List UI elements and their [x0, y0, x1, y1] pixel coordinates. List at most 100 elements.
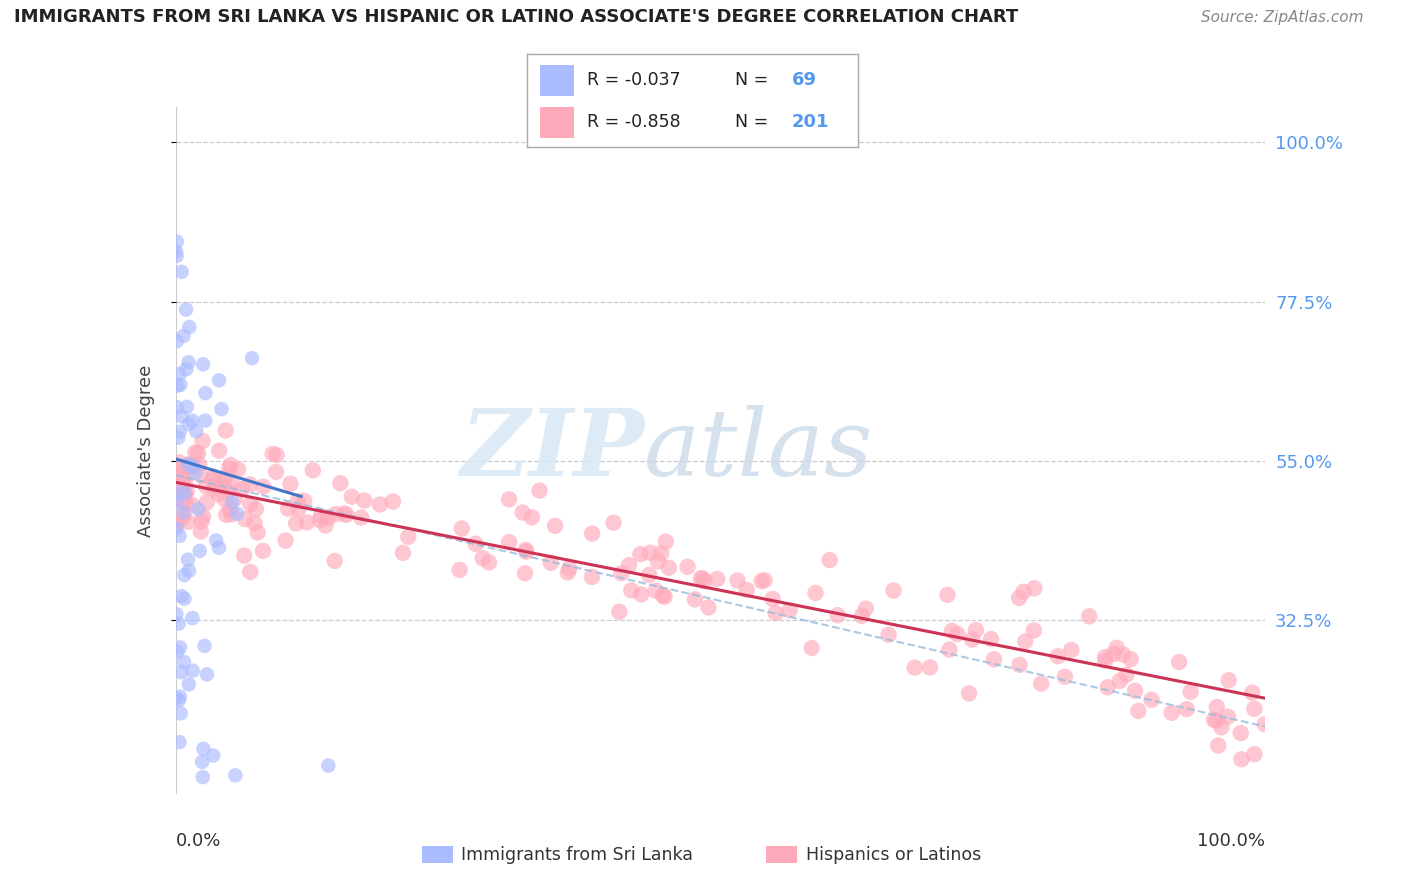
Point	[188, 544, 211, 558]
Point	[318, 758, 340, 772]
Point	[918, 660, 941, 674]
Point	[181, 414, 204, 428]
Point	[1053, 670, 1076, 684]
Text: R = -0.858: R = -0.858	[586, 113, 681, 131]
Text: Immigrants from Sri Lanka: Immigrants from Sri Lanka	[461, 846, 693, 863]
Point	[166, 378, 188, 392]
Point	[181, 459, 204, 474]
Point	[1094, 650, 1116, 665]
Point	[169, 425, 191, 439]
Point	[1102, 647, 1125, 661]
Point	[169, 479, 191, 493]
Point	[239, 565, 262, 579]
Point	[1060, 643, 1083, 657]
Point	[218, 462, 240, 476]
FancyBboxPatch shape	[422, 846, 453, 863]
Point	[239, 497, 262, 511]
Point	[166, 485, 188, 500]
Point	[169, 690, 191, 704]
Point	[176, 362, 198, 376]
Point	[167, 455, 190, 469]
Point	[762, 591, 785, 606]
Point	[690, 571, 713, 585]
Point	[647, 554, 669, 568]
Point	[173, 487, 195, 501]
Point	[264, 465, 287, 479]
Point	[184, 466, 207, 480]
Point	[174, 302, 197, 317]
Point	[174, 475, 197, 489]
Point	[191, 509, 214, 524]
Point	[323, 554, 346, 568]
Point	[193, 741, 215, 756]
Point	[252, 544, 274, 558]
Text: IMMIGRANTS FROM SRI LANKA VS HISPANIC OR LATINO ASSOCIATE'S DEGREE CORRELATION C: IMMIGRANTS FROM SRI LANKA VS HISPANIC OR…	[14, 8, 1018, 26]
Point	[167, 431, 190, 445]
Point	[172, 471, 194, 485]
Point	[1014, 634, 1036, 648]
Point	[188, 458, 211, 472]
Point	[1168, 655, 1191, 669]
Point	[1115, 667, 1137, 681]
Text: R = -0.037: R = -0.037	[586, 70, 681, 88]
Point	[181, 459, 204, 474]
Point	[165, 244, 187, 259]
Point	[176, 461, 198, 475]
Point	[177, 417, 200, 432]
Point	[1024, 581, 1046, 595]
Point	[1046, 649, 1069, 664]
Point	[202, 748, 225, 763]
Y-axis label: Associate's Degree: Associate's Degree	[136, 364, 155, 537]
Point	[329, 476, 352, 491]
Point	[221, 495, 243, 509]
Point	[166, 475, 188, 489]
Point	[1008, 591, 1031, 605]
Point	[262, 447, 284, 461]
Point	[169, 367, 191, 381]
Point	[515, 545, 537, 559]
Point	[215, 508, 238, 522]
Point	[628, 547, 651, 561]
Point	[607, 605, 630, 619]
Point	[173, 655, 195, 669]
Point	[177, 552, 200, 566]
Point	[177, 515, 200, 529]
Point	[195, 495, 218, 509]
Point	[316, 511, 339, 525]
Point	[233, 549, 256, 563]
Point	[855, 601, 877, 615]
Point	[851, 609, 873, 624]
Point	[1160, 706, 1182, 720]
Point	[165, 691, 187, 706]
Point	[166, 334, 188, 349]
Point	[638, 546, 661, 560]
Point	[1175, 702, 1198, 716]
Point	[804, 586, 827, 600]
Point	[211, 402, 233, 417]
Point	[1128, 704, 1150, 718]
Point	[169, 529, 191, 543]
Point	[540, 556, 562, 570]
Point	[706, 572, 728, 586]
Point	[193, 357, 215, 371]
Point	[498, 492, 520, 507]
Point	[173, 508, 195, 522]
Point	[180, 458, 202, 473]
Point	[205, 533, 228, 548]
Point	[214, 492, 236, 507]
Point	[962, 632, 984, 647]
Point	[187, 502, 209, 516]
Point	[779, 603, 801, 617]
Point	[186, 425, 208, 439]
FancyBboxPatch shape	[766, 846, 797, 863]
Point	[735, 582, 758, 597]
Point	[498, 535, 520, 549]
Point	[350, 510, 373, 524]
Point	[167, 616, 190, 631]
Point	[1241, 686, 1264, 700]
Point	[464, 537, 486, 551]
Point	[166, 401, 188, 415]
Text: ZIP: ZIP	[460, 406, 644, 495]
Point	[208, 373, 231, 387]
Point	[1105, 640, 1128, 655]
